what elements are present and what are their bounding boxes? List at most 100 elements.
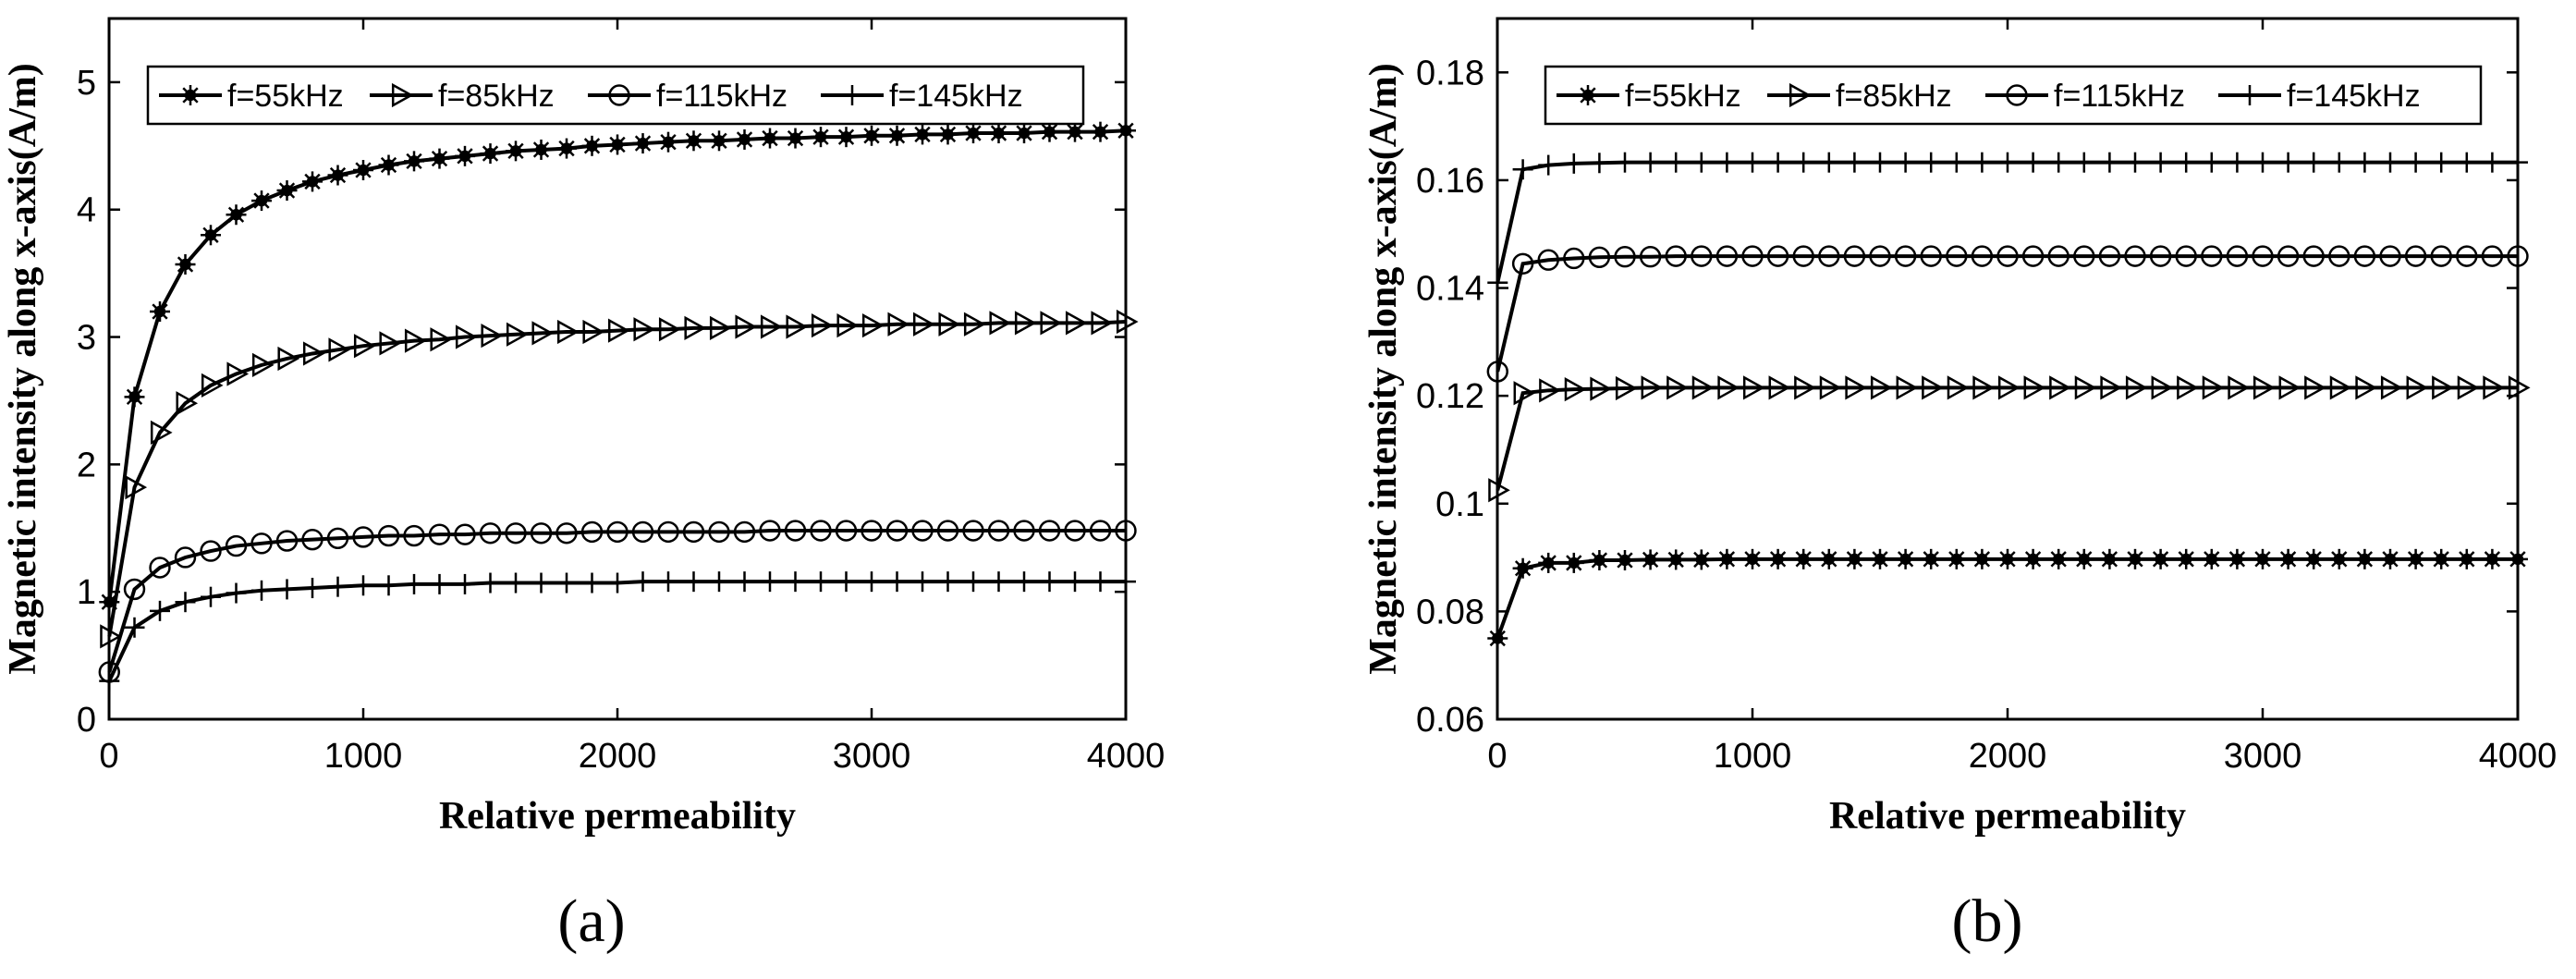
data-point — [277, 346, 300, 372]
data-point — [861, 520, 883, 542]
data-point — [2278, 375, 2301, 400]
data-point — [353, 334, 376, 359]
data-point — [1487, 272, 1508, 293]
series-f=85kHz — [100, 309, 1139, 649]
data-point — [149, 557, 171, 579]
data-point — [1996, 245, 2019, 267]
data-point — [125, 475, 148, 500]
legend-entry: f=115kHz — [656, 79, 787, 114]
data-point — [429, 573, 450, 594]
data-point — [2277, 152, 2299, 173]
data-point — [1767, 152, 1789, 173]
data-point — [2047, 245, 2069, 267]
data-point — [201, 586, 221, 607]
data-point — [454, 523, 476, 545]
legend-entry: f=115kHz — [2054, 79, 2185, 114]
data-point — [327, 576, 348, 597]
data-point — [1563, 247, 1585, 270]
data-point — [582, 319, 605, 345]
data-point — [2328, 245, 2350, 267]
data-point — [989, 311, 1012, 336]
data-point — [810, 520, 832, 542]
data-point — [531, 572, 552, 594]
data-point — [2482, 152, 2503, 173]
data-point — [836, 313, 860, 338]
data-point — [2353, 245, 2376, 267]
data-point — [1511, 252, 1534, 275]
x-tick-label: 0 — [1487, 737, 1507, 776]
data-point — [1742, 375, 1765, 400]
y-tick-label: 2 — [77, 446, 96, 484]
data-point — [2151, 375, 2174, 400]
legend-marker — [391, 82, 414, 108]
data-point — [1793, 152, 1814, 173]
y-tick-label: 0.12 — [1416, 377, 1484, 416]
data-point — [2201, 152, 2222, 173]
data-point — [1512, 159, 1533, 180]
data-point — [1947, 375, 1970, 400]
series-f=115kHz — [1486, 245, 2529, 383]
data-point — [1818, 152, 1839, 173]
data-point — [632, 571, 653, 593]
data-point — [1895, 152, 1916, 173]
data-point — [2304, 375, 2326, 400]
data-point — [480, 143, 501, 165]
y-tick-label: 0.16 — [1416, 162, 1484, 201]
legend-marker — [1578, 85, 1598, 105]
data-point — [1615, 375, 1638, 401]
y-tick-label: 1 — [77, 573, 96, 612]
data-point — [2508, 152, 2528, 173]
data-point — [2456, 548, 2477, 569]
data-point — [2124, 245, 2146, 267]
data-point — [1766, 245, 1789, 267]
data-point — [1039, 571, 1060, 593]
data-point — [1589, 549, 1610, 570]
data-point — [658, 317, 681, 342]
data-point — [1488, 478, 1510, 503]
data-point — [1640, 152, 1661, 173]
data-point — [327, 165, 348, 186]
data-point — [455, 145, 475, 166]
legend-marker — [180, 85, 201, 105]
data-point — [150, 600, 170, 621]
data-point — [1641, 375, 1664, 400]
legend-marker — [2006, 84, 2028, 106]
data-point — [1040, 311, 1063, 336]
data-point — [2430, 245, 2452, 267]
data-point — [784, 520, 807, 542]
legend-marker — [1789, 82, 1812, 108]
data-point — [2277, 245, 2300, 267]
data-point — [2177, 375, 2199, 400]
data-point — [174, 546, 197, 569]
data-point — [428, 523, 451, 545]
legend-entry: f=145kHz — [2287, 79, 2421, 114]
data-point — [912, 571, 933, 593]
data-point — [1691, 245, 1713, 267]
data-point — [1014, 311, 1037, 336]
data-point — [1116, 571, 1136, 593]
data-point — [1767, 548, 1789, 569]
data-point — [353, 575, 373, 596]
data-point — [2328, 152, 2350, 173]
x-tick-label: 1000 — [1714, 737, 1792, 776]
data-point — [1038, 520, 1061, 542]
data-point — [760, 314, 783, 339]
data-point — [1486, 361, 1508, 383]
data-point — [1691, 375, 1715, 400]
data-point — [1065, 571, 1085, 593]
data-point — [2354, 548, 2375, 569]
series-line — [1496, 254, 2518, 373]
data-point — [1090, 571, 1111, 593]
data-point — [1742, 548, 1763, 569]
data-point — [2227, 548, 2248, 569]
data-point — [2073, 245, 2095, 267]
data-point — [1666, 152, 1687, 173]
data-point — [2176, 548, 2197, 569]
data-point — [885, 520, 909, 542]
data-point — [786, 314, 809, 339]
legend-marker — [608, 84, 630, 106]
data-point — [1997, 548, 2018, 569]
data-point — [2405, 548, 2426, 569]
data-point — [1640, 549, 1661, 570]
data-point — [2303, 548, 2325, 569]
